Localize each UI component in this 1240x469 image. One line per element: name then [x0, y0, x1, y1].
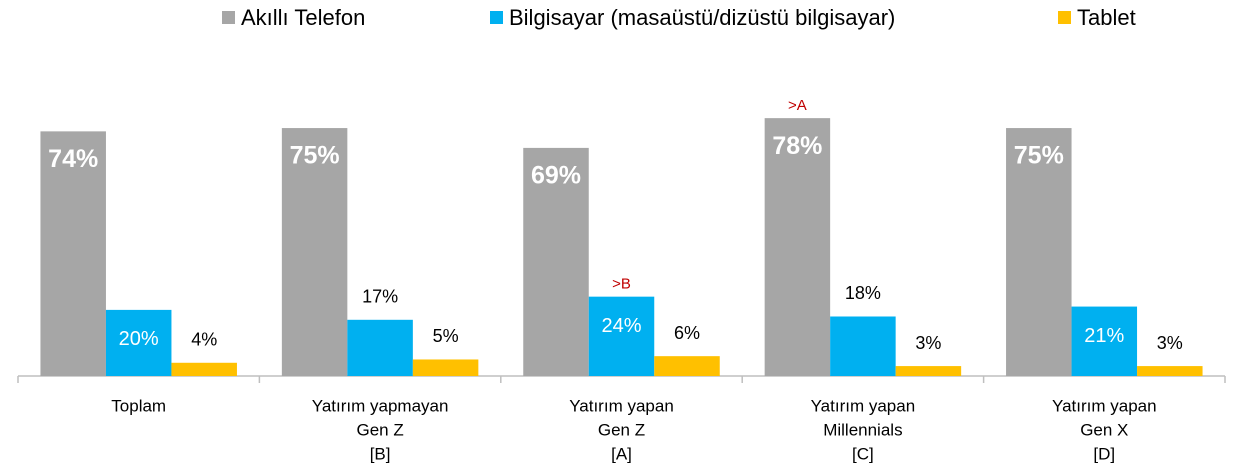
bar [281, 128, 348, 376]
bar [1137, 366, 1203, 376]
value-label: 75% [290, 142, 340, 170]
value-label: 17% [362, 287, 398, 307]
x-tick-label: [C] [852, 444, 874, 463]
x-tick-label: Gen Z [598, 420, 645, 439]
value-label: 20% [119, 328, 159, 350]
bar [105, 309, 172, 376]
value-label: 78% [772, 132, 822, 160]
bar [40, 131, 106, 376]
bar [764, 118, 831, 376]
bar [588, 296, 655, 376]
legend-swatch [490, 11, 503, 24]
value-label: 18% [845, 283, 881, 303]
bar [523, 147, 589, 376]
legend-label: Tablet [1077, 5, 1136, 30]
x-tick-label: [D] [1093, 444, 1115, 463]
legend-swatch [1058, 11, 1071, 24]
bar [830, 316, 896, 376]
annotation: >B [612, 276, 631, 293]
x-tick-label: Yatırım yapan [1052, 396, 1157, 415]
value-label: 3% [915, 333, 941, 353]
value-label: 5% [433, 326, 459, 346]
value-label: 21% [1084, 325, 1124, 347]
x-tick-label: Yatırım yapmayan [312, 396, 449, 415]
value-label: 4% [191, 330, 217, 350]
bar [1071, 306, 1138, 376]
legend-label: Bilgisayar (masaüstü/dizüstü bilgisayar) [509, 5, 895, 30]
value-label: 3% [1157, 333, 1183, 353]
x-tick-label: Yatırım yapan [811, 396, 916, 415]
bar [347, 319, 413, 376]
value-label: 6% [674, 323, 700, 343]
bar [654, 356, 720, 376]
value-label: 69% [531, 162, 581, 190]
bar [412, 359, 479, 376]
value-label: 24% [601, 315, 641, 337]
x-tick-label: [A] [611, 444, 632, 463]
x-tick-label: Millennials [823, 420, 902, 439]
annotation: >A [788, 97, 807, 114]
bar [171, 362, 237, 376]
legend-label: Akıllı Telefon [241, 5, 365, 30]
x-tick-label: Gen X [1080, 420, 1128, 439]
x-tick-label: [B] [370, 444, 391, 463]
legend-swatch [222, 11, 235, 24]
x-tick-label: Gen Z [356, 420, 403, 439]
value-label: 75% [1014, 142, 1064, 170]
bar [895, 366, 962, 376]
value-label: 74% [48, 145, 98, 173]
bar [1006, 128, 1072, 376]
x-tick-label: Yatırım yapan [569, 396, 674, 415]
x-tick-label: Toplam [111, 396, 166, 415]
